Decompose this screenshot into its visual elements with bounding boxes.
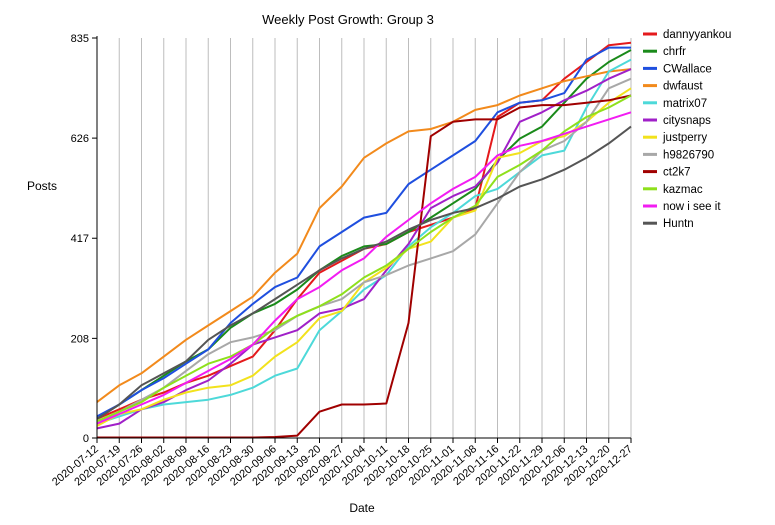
x-axis-label: Date	[349, 501, 375, 515]
legend-label: citysnaps	[663, 115, 711, 127]
series-line-2	[96, 46, 631, 418]
legend-label: dwfaust	[663, 81, 703, 93]
legend-label: justperry	[662, 132, 707, 144]
series-line-4	[96, 58, 632, 425]
y-tick-label: 208	[71, 333, 89, 345]
legend-label: now i see it	[663, 201, 721, 213]
legend-label: kazmac	[663, 184, 703, 196]
legend-label: h9826790	[663, 149, 714, 161]
series-lines	[96, 41, 632, 439]
legend-label: ct2k7	[663, 167, 691, 179]
legend-label: dannyyankou	[663, 29, 731, 41]
series-line-10	[96, 111, 632, 425]
y-tick-label: 417	[71, 233, 89, 245]
chart-title: Weekly Post Growth: Group 3	[262, 12, 434, 27]
legend-label: CWallace	[663, 63, 712, 75]
series-line-9	[96, 94, 632, 423]
y-tick-label: 835	[71, 33, 89, 45]
series-line-3	[96, 68, 632, 403]
series-line-11	[96, 125, 632, 420]
legend: dannyyankou chrfr CWallace dwfaust matrix07 c…	[643, 29, 731, 230]
legend-label: Huntn	[663, 218, 694, 230]
y-tick-label: 626	[71, 133, 89, 145]
series-line-5	[96, 68, 632, 430]
legend-label: chrfr	[663, 46, 686, 58]
legend-label: matrix07	[663, 98, 707, 110]
y-tick-label: 0	[83, 433, 89, 445]
y-axis-label: Posts	[27, 179, 57, 193]
